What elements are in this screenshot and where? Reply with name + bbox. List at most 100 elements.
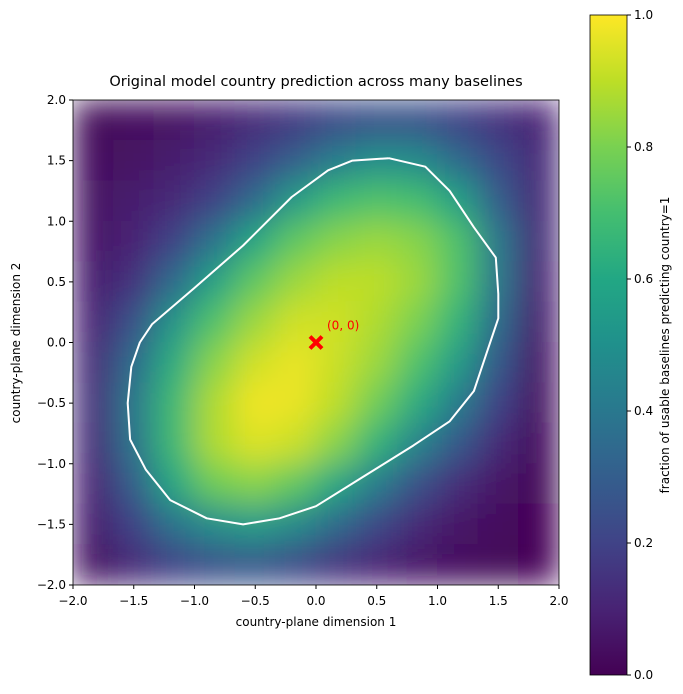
heatmap-cell	[517, 422, 559, 465]
heatmap-cell	[356, 544, 398, 585]
heatmap-cell	[396, 463, 438, 505]
x-tick-label: −2.0	[58, 594, 87, 608]
heatmap-cell	[477, 342, 519, 384]
heatmap-cell	[194, 463, 236, 505]
heatmap-cell	[153, 342, 195, 384]
contour-line	[126, 157, 500, 526]
y-tick-label: 0.5	[47, 275, 66, 289]
heatmap-cell	[437, 342, 479, 384]
colorbar-tick-label: 0.2	[634, 536, 653, 550]
heatmap-cell	[153, 139, 195, 182]
colorbar-tick-label: 0.6	[634, 272, 653, 286]
heatmap-cell	[73, 382, 115, 424]
heatmap-cell	[153, 301, 195, 343]
heatmap-cell	[437, 503, 479, 546]
heatmap-cell	[396, 220, 438, 263]
heatmap-cell	[194, 139, 236, 182]
x-tick-label: −0.5	[241, 594, 270, 608]
heatmap-area	[73, 100, 559, 585]
x-tick-label: −1.5	[119, 594, 148, 608]
heatmap-cell	[113, 503, 155, 546]
heatmap-cell	[356, 422, 398, 465]
heatmap-cell	[396, 180, 438, 222]
heatmap-cell	[234, 463, 276, 505]
heatmap-cell	[315, 180, 358, 222]
heatmap-cell	[153, 382, 195, 424]
heatmap-cell	[274, 422, 317, 465]
heatmap-cell	[477, 544, 519, 585]
heatmap-cell	[73, 220, 115, 263]
chart-title: Original model country prediction across…	[109, 74, 522, 90]
heatmap-cell	[194, 342, 236, 384]
heatmap-cell	[113, 180, 155, 222]
y-tick-label: 0.0	[47, 336, 66, 350]
heatmap-cell	[234, 180, 276, 222]
heatmap-cell	[315, 503, 358, 546]
x-tick-label: 1.0	[428, 594, 447, 608]
heatmap-cell	[437, 220, 479, 263]
x-axis-label: country-plane dimension 1	[236, 615, 397, 629]
heatmap-cell	[315, 342, 358, 384]
heatmap-cell	[477, 422, 519, 465]
heatmap-cell	[113, 301, 155, 343]
y-axis-label: country-plane dimension 2	[9, 263, 23, 424]
heatmap-cell	[153, 544, 195, 585]
heatmap-cell	[517, 220, 559, 263]
heatmap-cell	[194, 180, 236, 222]
heatmap-cell	[73, 342, 115, 384]
heatmap-cell	[477, 463, 519, 505]
heatmap-cell	[153, 100, 195, 141]
heatmap-cell	[315, 544, 358, 585]
heatmap-cell	[437, 301, 479, 343]
heatmap-cell	[517, 382, 559, 424]
heatmap-cell	[315, 261, 358, 303]
heatmap-cell	[113, 261, 155, 303]
heatmap-cell	[517, 100, 559, 141]
colorbar-tick-label: 0.8	[634, 140, 653, 154]
heatmap-cell	[234, 382, 276, 424]
heatmap-cell	[194, 422, 236, 465]
heatmap-cell	[517, 301, 559, 343]
heatmap-cell	[194, 301, 236, 343]
heatmap-cell	[274, 180, 317, 222]
heatmap-cell	[356, 503, 398, 546]
heatmap-cell	[234, 220, 276, 263]
colorbar	[589, 14, 628, 676]
heatmap-cell	[73, 180, 115, 222]
heatmap-cell	[194, 544, 236, 585]
heatmap-cell	[396, 544, 438, 585]
colorbar-tick-label: 0.4	[634, 404, 653, 418]
heatmap-cell	[73, 261, 115, 303]
y-tick-label: −0.5	[37, 396, 66, 410]
colorbar-tick-label: 1.0	[634, 8, 653, 22]
heatmap-cell	[274, 382, 317, 424]
heatmap-cell	[315, 100, 358, 141]
heatmap-cell	[356, 301, 398, 343]
marker-label: (0, 0)	[327, 319, 359, 333]
heatmap-cell	[153, 180, 195, 222]
heatmap-cell	[113, 463, 155, 505]
heatmap-cell	[274, 463, 317, 505]
heatmap-cell	[437, 382, 479, 424]
heatmap-cell	[274, 301, 317, 343]
heatmap-cell	[73, 422, 115, 465]
heatmap-cell	[356, 100, 398, 141]
heatmap-cell	[234, 342, 276, 384]
heatmap-cell	[73, 544, 115, 585]
heatmap-cell	[517, 139, 559, 182]
heatmap-cell	[274, 100, 317, 141]
heatmap-cell	[274, 261, 317, 303]
y-tick-label: 1.5	[47, 154, 66, 168]
heatmap-cell	[437, 463, 479, 505]
heatmap-cell	[437, 139, 479, 182]
heatmap-cell	[437, 261, 479, 303]
heatmap-cell	[73, 463, 115, 505]
heatmap-cell	[234, 261, 276, 303]
origin-marker	[308, 335, 324, 350]
heatmap-cell	[396, 261, 438, 303]
y-tick-label: 1.0	[47, 214, 66, 228]
heatmap-cell	[517, 463, 559, 505]
heatmap-cell	[153, 220, 195, 263]
y-tick-label: −2.0	[37, 578, 66, 592]
